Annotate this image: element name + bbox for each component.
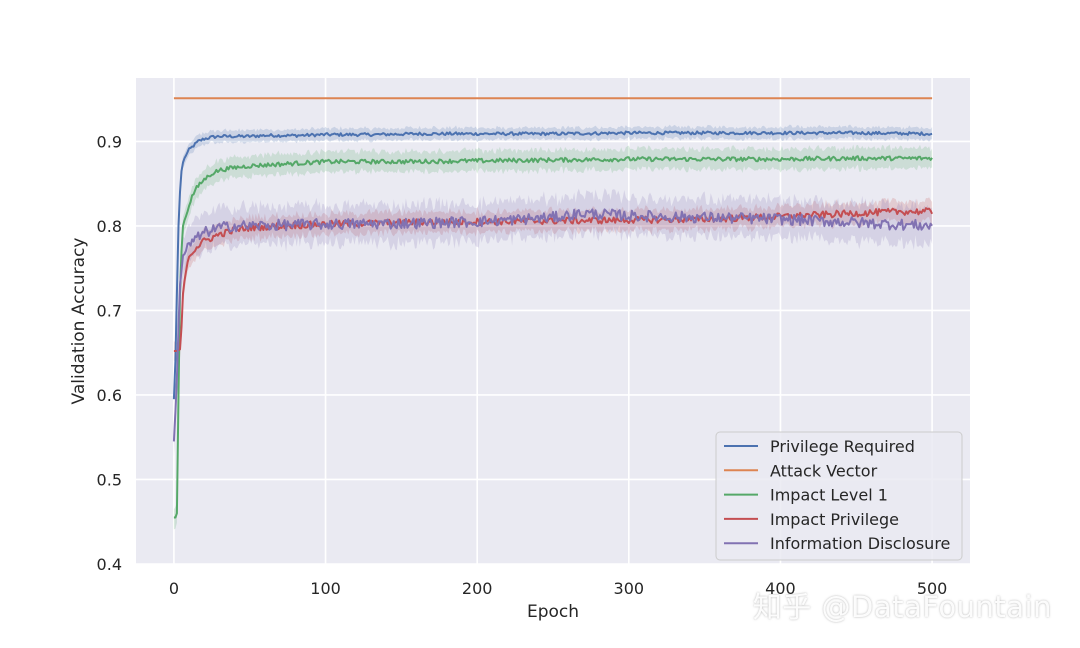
x-tick-label: 300 (614, 579, 645, 598)
series-line (172, 208, 933, 442)
legend: Privilege Required Attack Vector Impact Le… (715, 431, 963, 561)
x-tick-label: 100 (310, 579, 341, 598)
x-tick-label: 0 (169, 579, 179, 598)
legend-label: Privilege Required (770, 437, 915, 456)
x-tick-label: 500 (917, 579, 948, 598)
y-tick-label: 0.5 (97, 470, 122, 489)
legend-label: Information Disclosure (770, 534, 950, 553)
y-axis-ticks: 0.4 0.5 0.6 0.7 0.8 0.9 (97, 132, 122, 574)
y-tick-label: 0.9 (97, 132, 122, 151)
legend-label: Attack Vector (770, 461, 878, 480)
y-tick-label: 0.7 (97, 301, 122, 320)
y-axis-label: Validation Accuracy (69, 238, 89, 405)
x-axis-label: Epoch (527, 602, 579, 622)
x-axis-ticks: 0 100 200 300 400 500 (169, 579, 948, 598)
series-band (173, 188, 933, 457)
x-tick-label: 400 (765, 579, 796, 598)
legend-label: Impact Privilege (770, 510, 899, 529)
legend-box (715, 431, 963, 561)
y-tick-label: 0.8 (97, 217, 122, 236)
series-line (173, 155, 933, 519)
series-line (173, 207, 934, 352)
legend-label: Impact Level 1 (770, 486, 888, 505)
y-tick-label: 0.6 (97, 386, 122, 405)
x-tick-label: 200 (462, 579, 493, 598)
y-tick-label: 0.4 (97, 555, 122, 574)
series-lines (172, 97, 934, 519)
series-line (172, 130, 933, 400)
watermark: 知乎 @DataFountain (752, 590, 1052, 624)
